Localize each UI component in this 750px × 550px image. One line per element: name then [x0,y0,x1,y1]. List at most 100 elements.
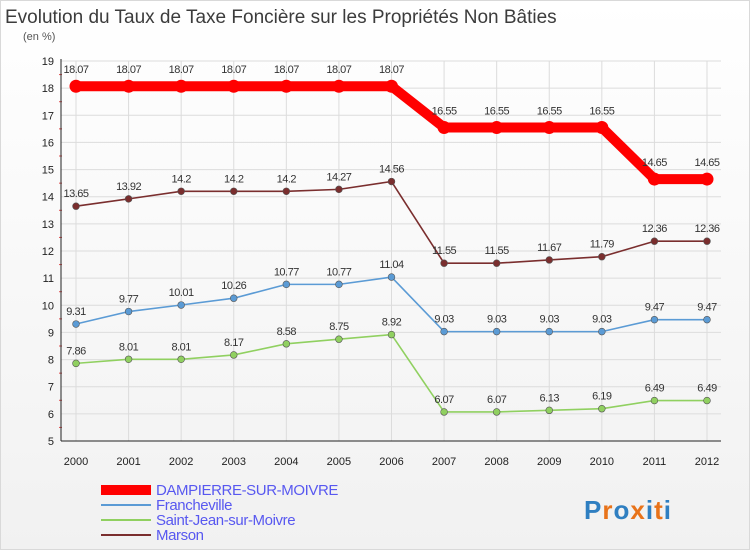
y-tick-label: 16 [42,137,54,149]
x-tick-label: 2008 [484,456,508,468]
data-label: 8.01 [119,341,139,353]
data-point [332,79,346,93]
data-label: 9.31 [66,306,86,318]
data-label: 6.49 [697,383,717,395]
data-label: 9.47 [645,302,665,314]
y-tick-label: 10 [42,300,54,312]
y-tick-label: 8 [48,355,54,367]
data-label: 8.75 [329,321,349,333]
logo-letter: r [602,495,613,525]
data-point [598,327,606,336]
data-label: 10.77 [274,266,299,278]
data-point [282,340,291,348]
data-point [650,396,659,405]
data-label: 6.19 [592,391,612,403]
data-label: 12.36 [694,223,719,235]
data-labels: 13.65 13.92 14.2 14.2 14.2 14.27 14.56 11.55 11.… [63,64,720,406]
data-label: 11.55 [485,245,510,257]
legend-label: Saint-Jean-sur-Moivre [156,512,295,529]
data-point [282,187,291,195]
data-label: 9.03 [434,314,454,326]
y-tick-label: 18 [42,83,54,95]
data-point [703,237,711,245]
data-label: 8.17 [224,337,244,349]
logo-letter: P [584,495,602,525]
y-tick-label: 5 [48,436,54,448]
axes: 5 6 7 8 9 10 11 12 13 14 15 16 17 18 19 2000 2001 2002 200… [42,56,721,468]
data-point [492,408,501,416]
data-label: 11.04 [379,259,404,271]
x-tick-label: 2002 [169,456,193,468]
data-label: 16.55 [589,106,614,118]
data-point [387,273,396,281]
data-point [703,315,711,324]
data-label: 6.13 [540,392,560,404]
data-point [440,408,448,416]
data-point [650,237,659,245]
chart-subtitle: (en %) [23,31,55,43]
data-label: 9.77 [119,294,139,306]
chart-title: Evolution du Taux de Taxe Foncière sur l… [5,7,557,28]
x-tick-label: 2004 [274,456,298,468]
data-label: 8.01 [171,341,191,353]
data-label: 6.07 [487,394,507,406]
data-label: 8.92 [382,317,402,329]
proxiti-logo: Proxiti [584,495,672,525]
data-point [650,315,659,324]
data-label: 13.92 [116,181,141,193]
data-label: 14.27 [326,171,351,183]
data-label: 11.79 [590,239,615,251]
data-label: 18.07 [326,64,351,76]
data-label: 18.07 [116,64,141,76]
data-label: 9.03 [487,314,507,326]
data-point [598,253,606,261]
x-tick-label: 2006 [379,456,403,468]
data-label: 18.07 [221,64,246,76]
legend-label: Francheville [156,497,232,514]
data-point [598,405,606,413]
data-point [387,330,396,339]
data-point [177,187,185,195]
data-point [230,187,238,195]
y-tick-label: 13 [42,219,54,231]
logo-letter: i [646,495,654,525]
data-point [72,320,80,328]
x-tick-label: 2007 [432,456,456,468]
y-tick-label: 9 [48,327,54,339]
data-label: 12.36 [642,223,667,235]
data-label: 10.01 [169,287,194,299]
data-point [700,172,714,186]
data-point [335,185,343,194]
data-label: 6.07 [434,394,454,406]
data-label: 9.47 [697,302,717,314]
data-label: 14.65 [642,157,667,169]
y-tick-label: 17 [42,110,54,122]
x-tick-label: 2010 [590,456,614,468]
data-label: 16.55 [484,106,509,118]
data-label: 11.55 [432,245,457,257]
data-point [335,280,343,289]
y-tick-label: 11 [43,273,54,285]
data-point [595,121,609,134]
legend-label: DAMPIERRE-SUR-MOIVRE [156,482,338,499]
logo-letter: o [613,495,630,525]
data-label: 18.07 [169,64,194,76]
data-point [177,355,185,363]
y-tick-label: 19 [42,56,54,68]
data-label: 10.26 [221,280,246,292]
data-point [647,172,661,186]
x-tick-label: 2011 [643,456,667,468]
data-point [177,301,185,309]
data-label: 14.2 [277,173,297,185]
x-tick-label: 2000 [64,456,88,468]
data-point [124,355,133,363]
data-point [230,294,238,302]
data-label: 13.65 [63,188,88,200]
data-point [492,259,501,267]
data-point [492,327,501,336]
data-point [545,327,553,336]
data-point [230,351,238,359]
data-point [72,202,80,210]
data-label: 18.07 [63,64,88,76]
